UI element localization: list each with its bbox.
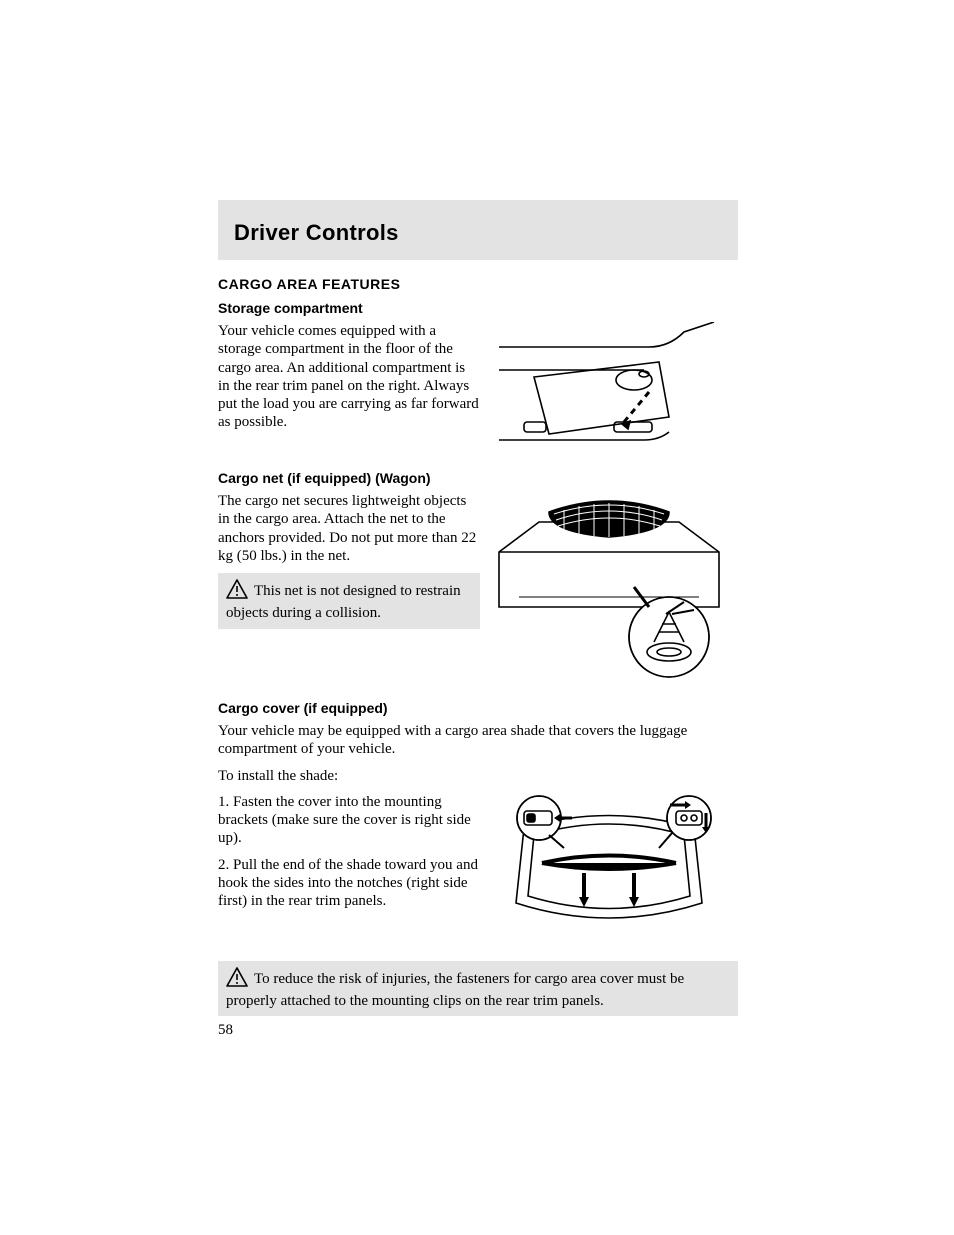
cargocover-warning-box: To reduce the risk of injuries, the fast…	[218, 961, 738, 1017]
section-title: CARGO AREA FEATURES	[218, 276, 738, 292]
warning-icon	[226, 579, 248, 604]
storage-illustration	[494, 322, 724, 452]
storage-body: Your vehicle comes equipped with a stora…	[218, 322, 480, 432]
chapter-header-band: Driver Controls	[218, 200, 738, 260]
storage-row: Your vehicle comes equipped with a stora…	[218, 322, 738, 452]
cargocover-row: 1. Fasten the cover into the mounting br…	[218, 793, 738, 943]
cargonet-warning-box: This net is not designed to restrain obj…	[218, 573, 480, 629]
cargonet-svg	[494, 492, 724, 682]
storage-text-col: Your vehicle comes equipped with a stora…	[218, 322, 480, 440]
cargonet-warning-text: This net is not designed to restrain obj…	[226, 583, 461, 621]
cargocover-step2: 2. Pull the end of the shade toward you …	[218, 856, 480, 911]
cargocover-install-lead: To install the shade:	[218, 767, 738, 785]
cargocover-svg	[494, 793, 724, 943]
storage-svg	[494, 322, 724, 452]
cargonet-heading: Cargo net (if equipped) (Wagon)	[218, 470, 738, 486]
cargocover-step1: 1. Fasten the cover into the mounting br…	[218, 793, 480, 848]
chapter-title: Driver Controls	[234, 220, 722, 246]
cargonet-row: The cargo net secures lightweight object…	[218, 492, 738, 682]
cargocover-warning-text: To reduce the risk of injuries, the fast…	[226, 971, 684, 1009]
warning-icon	[226, 967, 248, 992]
storage-heading: Storage compartment	[218, 300, 738, 316]
cargocover-intro: Your vehicle may be equipped with a carg…	[218, 722, 738, 759]
cargocover-illustration	[494, 793, 724, 943]
cargonet-text-col: The cargo net secures lightweight object…	[218, 492, 480, 629]
page-content: Driver Controls CARGO AREA FEATURES Stor…	[218, 200, 738, 1016]
cargocover-heading: Cargo cover (if equipped)	[218, 700, 738, 716]
page-number: 58	[218, 1022, 233, 1039]
cargocover-text-col: 1. Fasten the cover into the mounting br…	[218, 793, 480, 919]
cargonet-illustration	[494, 492, 724, 682]
cargonet-body: The cargo net secures lightweight object…	[218, 492, 480, 565]
